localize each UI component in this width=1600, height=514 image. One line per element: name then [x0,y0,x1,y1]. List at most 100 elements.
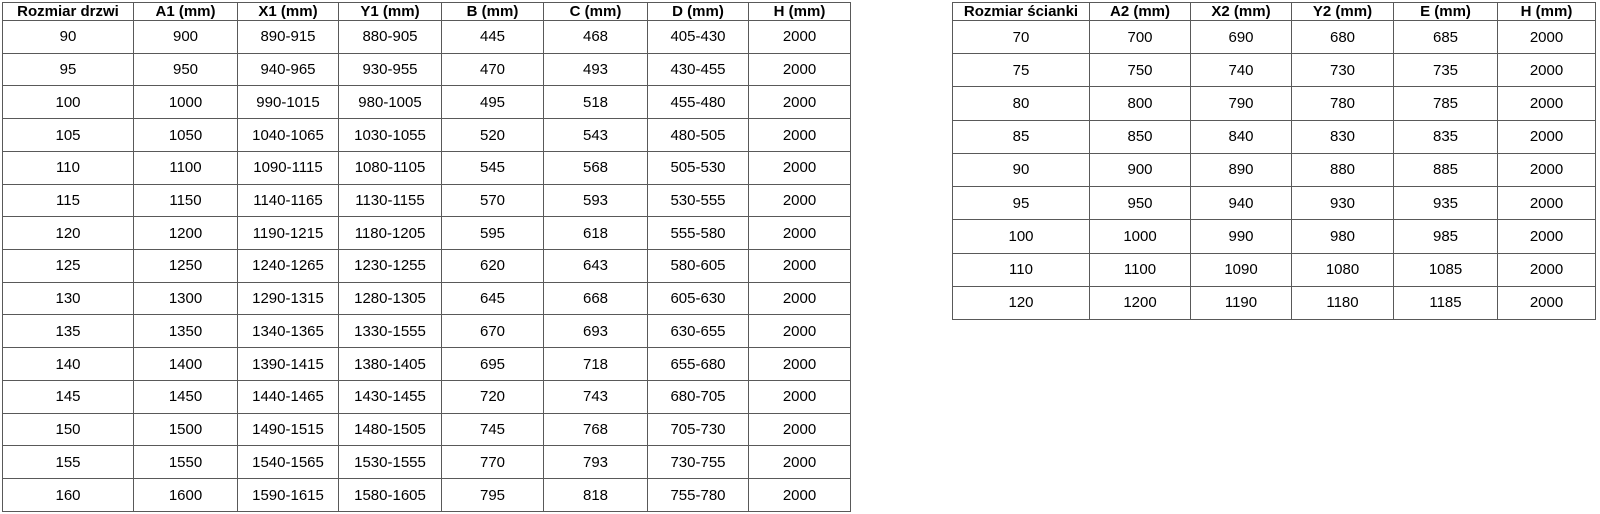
table-cell: 630-655 [647,314,749,349]
table-cell: 160 [2,478,134,512]
table-cell: 950 [133,52,238,87]
table-cell: 1180-1205 [338,216,442,251]
table-cell: 2000 [748,216,851,251]
table-cell: 1580-1605 [338,478,442,512]
table-cell: 900 [1089,152,1191,188]
door-size-table: Rozmiar drzwi A1 (mm) X1 (mm) Y1 (mm) B (mm)… [2,2,851,512]
table-cell: 880 [1291,152,1394,188]
table-cell: 130 [2,281,134,316]
table-cell: 1180 [1291,285,1394,321]
table-cell: 1200 [1089,285,1191,321]
table-cell: 1250 [133,249,238,283]
table-row: 155 1550 1540-1565 1530-1555 770 793 730-755 20… [2,445,851,480]
table-cell: 780 [1291,86,1394,121]
table-cell: 720 [441,379,544,414]
table-cell: 125 [2,249,134,283]
table-cell: 1080-1105 [338,150,442,185]
table-cell: 2000 [1497,186,1596,221]
table-cell: 850 [1089,119,1191,154]
table-cell: 555-580 [647,216,749,251]
table-cell: 1050 [133,118,238,152]
table-cell: 2000 [1497,152,1596,188]
table-cell: 1230-1255 [338,249,442,283]
table-cell: 795 [441,478,544,512]
table-cell: 840 [1190,119,1292,154]
table-cell: 980 [1291,219,1394,254]
table-cell: 680-705 [647,379,749,414]
table-cell: 685 [1393,19,1498,55]
table-cell: 790 [1190,86,1292,121]
table-cell: 530-555 [647,183,749,218]
table-cell: 75 [952,53,1090,88]
table-row: 85 850 840 830 835 2000 [952,119,1596,154]
table-cell: 1390-1415 [237,347,339,381]
table-cell: 618 [543,216,648,251]
table-cell: 1300 [133,281,238,316]
table-cell: 468 [543,20,648,54]
table-cell: 645 [441,281,544,316]
table-cell: 2000 [748,314,851,349]
table-cell: 1085 [1393,252,1498,287]
table-cell: 1200 [133,216,238,251]
table-cell: 793 [543,445,648,480]
table-cell: 1600 [133,478,238,512]
table-row: 145 1450 1440-1465 1430-1455 720 743 680-705 20… [2,379,851,414]
table-cell: 480-505 [647,118,749,152]
table-cell: 940-965 [237,52,339,87]
table-cell: 705-730 [647,412,749,447]
table-cell: 890 [1190,152,1292,188]
table-cell: 110 [952,252,1090,287]
header-cell: Rozmiar drzwi [2,2,134,21]
table-cell: 90 [952,152,1090,188]
header-cell: A1 (mm) [133,2,238,21]
table-cell: 990 [1190,219,1292,254]
table-cell: 150 [2,412,134,447]
table-row: 75 750 740 730 735 2000 [952,53,1596,88]
table-cell: 140 [2,347,134,381]
table-row: 160 1600 1590-1615 1580-1605 795 818 755-780 20… [2,478,851,512]
table-cell: 743 [543,379,648,414]
table-cell: 690 [1190,19,1292,55]
table-cell: 100 [952,219,1090,254]
table-cell: 1290-1315 [237,281,339,316]
table-cell: 405-430 [647,20,749,54]
table-cell: 730 [1291,53,1394,88]
table-cell: 1500 [133,412,238,447]
table-cell: 518 [543,85,648,120]
table-cell: 1490-1515 [237,412,339,447]
table-row: 120 1200 1190 1180 1185 2000 [952,285,1596,321]
table-cell: 2000 [748,412,851,447]
table-cell: 985 [1393,219,1498,254]
table-row: 100 1000 990-1015 980-1005 495 518 455-480 2000 [2,85,851,120]
table-cell: 2000 [748,347,851,381]
table-cell: 470 [441,52,544,87]
table-cell: 105 [2,118,134,152]
table-cell: 890-915 [237,20,339,54]
table-cell: 830 [1291,119,1394,154]
table-cell: 1590-1615 [237,478,339,512]
table-cell: 1140-1165 [237,183,339,218]
table-cell: 818 [543,478,648,512]
table-cell: 670 [441,314,544,349]
table-cell: 100 [2,85,134,120]
table-cell: 1030-1055 [338,118,442,152]
table-cell: 1540-1565 [237,445,339,480]
table-cell: 505-530 [647,150,749,185]
table-cell: 1430-1455 [338,379,442,414]
table-cell: 990-1015 [237,85,339,120]
table-cell: 95 [2,52,134,87]
table-cell: 880-905 [338,20,442,54]
header-cell: Rozmiar ścianki [952,2,1090,21]
table-row: 120 1200 1190-1215 1180-1205 595 618 555-580 20… [2,216,851,251]
table-cell: 2000 [1497,285,1596,321]
table-cell: 740 [1190,53,1292,88]
table-cell: 2000 [748,478,851,512]
header-cell: E (mm) [1393,2,1498,21]
table-cell: 145 [2,379,134,414]
table-cell: 155 [2,445,134,480]
table-cell: 1130-1155 [338,183,442,218]
table-cell: 2000 [1497,19,1596,55]
table-cell: 2000 [1497,252,1596,287]
table-row: 130 1300 1290-1315 1280-1305 645 668 605-630 20… [2,281,851,316]
table-row: 90 900 890-915 880-905 445 468 405-430 2000 [2,20,851,54]
